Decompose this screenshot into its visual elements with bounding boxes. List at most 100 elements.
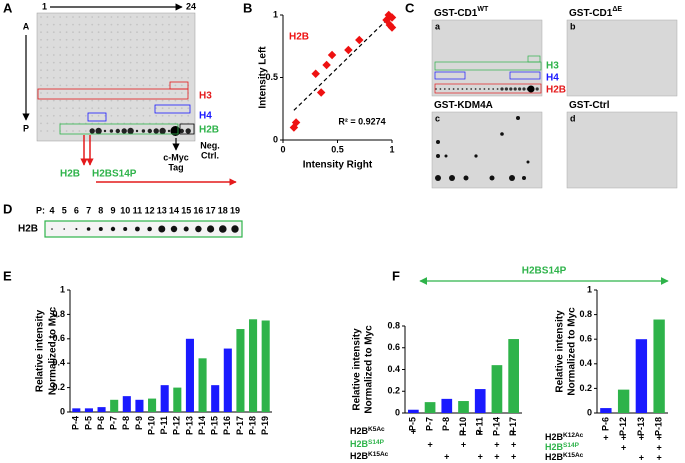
neg-label: Neg.: [200, 140, 220, 150]
y-tick-label: 0.4: [387, 364, 400, 374]
blot-dot: [155, 114, 158, 117]
bar: [635, 339, 648, 413]
blot-dot: [46, 114, 49, 117]
panel-label: D: [3, 201, 12, 216]
blot-dot: [168, 92, 170, 94]
blot-dot: [449, 175, 455, 181]
blot-dot: [174, 31, 177, 34]
blot-dot: [161, 54, 164, 56]
blot-dot: [52, 46, 55, 49]
blot-dot: [91, 99, 94, 102]
d-dot: [219, 225, 227, 233]
y-axis-label: Relative intensity: [352, 328, 363, 411]
blot-dot: [110, 46, 113, 49]
x-tick-label: P-13: [636, 417, 646, 436]
blot-dot: [479, 88, 481, 90]
x-tick-label: P-5: [83, 416, 93, 430]
d-row: H2B: [18, 224, 38, 235]
matrix-row-base: H2B: [350, 451, 369, 461]
matrix-cell: +: [621, 442, 626, 452]
blot-dot: [174, 46, 177, 49]
x-tick-label: P-19: [260, 416, 270, 435]
blot-dot: [46, 38, 49, 41]
y-tick-label: 0: [395, 407, 400, 417]
y-axis-label: Normalized to Myc: [48, 306, 59, 395]
d-dot: [51, 228, 53, 230]
blot-title-base: GST-CD1: [434, 8, 478, 19]
blot-dot: [187, 114, 190, 117]
blot-dot: [78, 61, 81, 64]
d-number: 8: [98, 205, 103, 215]
matrix-cell: +: [603, 432, 608, 442]
blot-dot: [59, 16, 62, 18]
blot-dot: [78, 130, 81, 132]
blot-dot: [148, 46, 151, 49]
blot-dot: [46, 76, 49, 79]
matrix-row-label: H2BK15Ac: [350, 451, 389, 462]
matrix-row-base: H2B: [350, 426, 369, 436]
blot-dot: [104, 31, 106, 34]
y-tick-label: 0.8: [387, 320, 400, 330]
blot-dot: [84, 130, 87, 132]
blot-dot: [116, 54, 119, 56]
blot-dot: [148, 16, 151, 18]
blot-dot: [129, 99, 132, 102]
blot-dot: [91, 92, 94, 94]
blot-dot: [40, 114, 42, 117]
blot-dot: [161, 99, 164, 102]
matrix-cell: +: [461, 439, 466, 449]
blot-dot: [91, 54, 94, 56]
blot-dot: [116, 92, 119, 94]
d-dot: [183, 226, 189, 232]
blot-dot: [168, 54, 170, 56]
blot-dot: [129, 92, 132, 94]
blot-dot: [72, 99, 74, 102]
row-start: A: [23, 21, 30, 31]
y-tick-label: 0.6: [579, 334, 592, 344]
matrix-row-sup: K15Ac: [368, 451, 389, 458]
blot-dot: [65, 69, 68, 72]
blot-dot: [46, 92, 49, 94]
blot-dot: [535, 87, 539, 91]
bar: [491, 365, 503, 413]
blot-dot: [443, 88, 446, 90]
bar: [160, 385, 169, 412]
blot-dot: [180, 69, 183, 72]
d-number: 12: [145, 205, 155, 215]
blot-dot: [84, 31, 87, 34]
blot-dot: [500, 132, 504, 136]
blot-dot: [168, 38, 170, 41]
matrix-cell: +: [461, 426, 466, 436]
blot-dot: [187, 16, 190, 18]
x-tick-label: 0.5: [331, 144, 344, 154]
blot-dot: [104, 16, 106, 18]
blot-dot: [148, 69, 151, 72]
bar: [211, 385, 220, 412]
blot-dot: [116, 16, 119, 18]
blot-dot: [136, 114, 138, 117]
blot-dot: [123, 38, 126, 41]
x-tick-label: P-9: [134, 416, 144, 430]
blot-dot: [174, 92, 177, 94]
blot-dot: [161, 31, 164, 34]
x-tick-label: P-7: [424, 417, 434, 431]
panel-label: E: [3, 268, 12, 283]
matrix-cell: +: [411, 426, 416, 436]
blot-dot: [155, 23, 158, 26]
matrix-row-base: H2B: [545, 432, 564, 442]
blot-dot: [180, 107, 183, 110]
x-tick-label: P-6: [600, 417, 610, 431]
y-tick-label: 0.5: [265, 72, 278, 82]
blot-dot: [136, 16, 138, 18]
blot-dot: [136, 38, 138, 41]
blot-dot: [142, 107, 145, 110]
blot-dot: [116, 114, 119, 117]
x-tick-label: P-11: [159, 416, 169, 435]
blot-dot: [474, 88, 477, 90]
h4-label: H4: [546, 73, 559, 84]
blot-dot: [110, 23, 113, 26]
blot-dot: [78, 114, 81, 117]
blot-dot: [123, 76, 126, 79]
blot-dot: [110, 54, 113, 56]
bar: [198, 358, 207, 412]
